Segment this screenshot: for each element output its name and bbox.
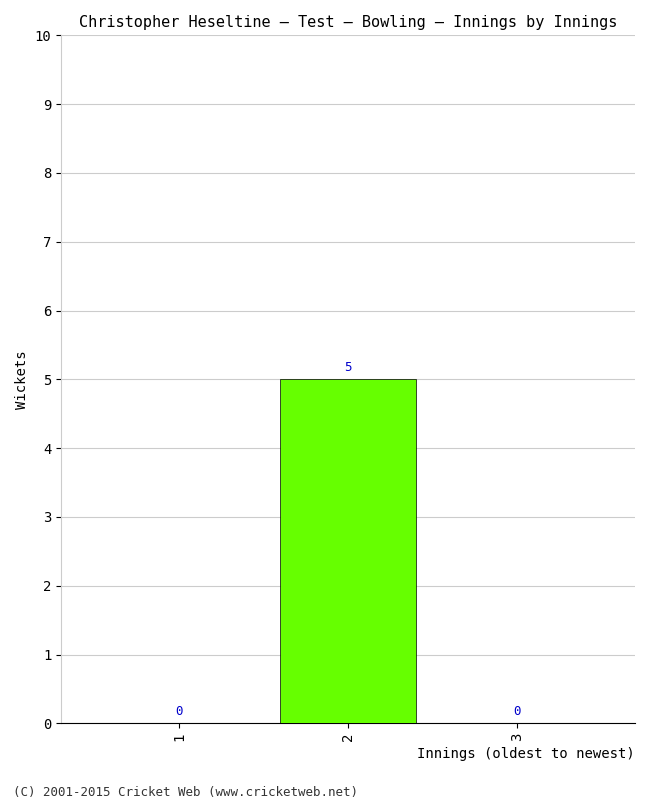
Text: 0: 0 xyxy=(513,705,521,718)
X-axis label: Innings (oldest to newest): Innings (oldest to newest) xyxy=(417,747,635,761)
Y-axis label: Wickets: Wickets xyxy=(15,350,29,409)
Text: (C) 2001-2015 Cricket Web (www.cricketweb.net): (C) 2001-2015 Cricket Web (www.cricketwe… xyxy=(13,786,358,799)
Bar xyxy=(281,379,415,723)
Title: Christopher Heseltine – Test – Bowling – Innings by Innings: Christopher Heseltine – Test – Bowling –… xyxy=(79,15,618,30)
Text: 0: 0 xyxy=(176,705,183,718)
Text: 5: 5 xyxy=(344,361,352,374)
